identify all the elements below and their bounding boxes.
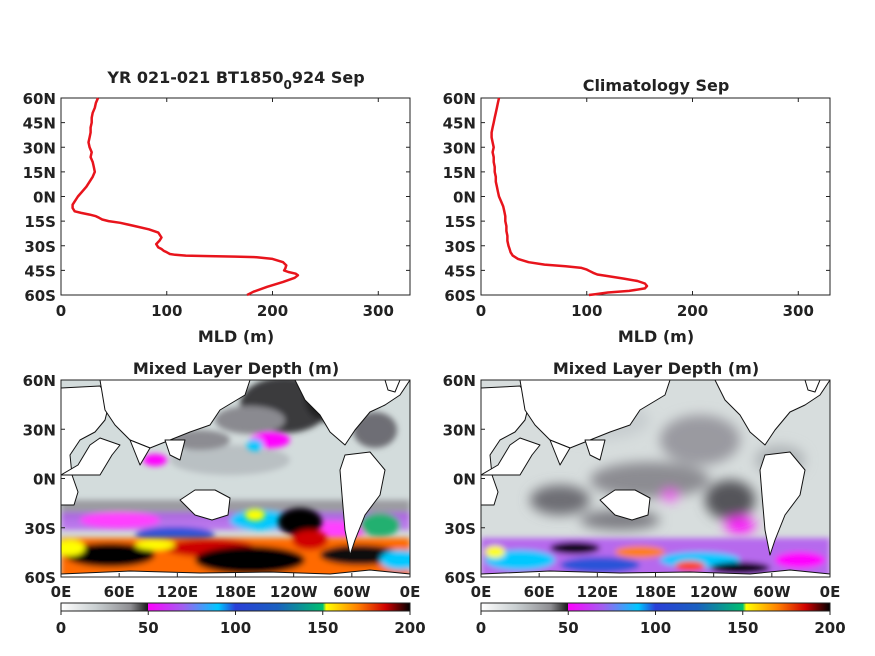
map-x-tick-label: 60E — [104, 583, 135, 601]
profile-left-title: YR 021-021 BT18500924 Sep — [106, 68, 364, 92]
map-y-tick-label: 30N — [23, 421, 56, 439]
map-y-tick-label: 60N — [443, 372, 476, 390]
map-y-tick-label: 30S — [444, 520, 476, 538]
map-left-field — [61, 380, 410, 577]
map-x-tick-label: 60W — [333, 583, 371, 601]
colorbar-tick-label: 150 — [307, 619, 338, 637]
y-tick-label: 60S — [444, 287, 476, 305]
map-right-field — [481, 380, 830, 577]
map-x-tick-label: 0E — [51, 583, 72, 601]
profile-panel-right: Climatology Sep 0 100 200 300 60N 45N 30N 15N 0N… — [443, 76, 831, 346]
map-x-tick-label: 120W — [690, 583, 738, 601]
y-tick-label: 45S — [444, 262, 476, 280]
y-tick-label: 45N — [23, 115, 56, 133]
map-right-title: Mixed Layer Depth (m) — [553, 359, 759, 378]
profile-left-axes — [60, 97, 411, 296]
profile-right-title: Climatology Sep — [583, 76, 730, 95]
map-left-title: Mixed Layer Depth (m) — [133, 359, 339, 378]
map-x-tick-label: 0E — [820, 583, 841, 601]
colorbar-tick-label: 0 — [476, 619, 486, 637]
colorbar-left-ticks: 0 50 100 150 200 — [56, 611, 426, 637]
map-x-tick-label: 60E — [524, 583, 555, 601]
map-y-tick-label: 0N — [33, 471, 56, 489]
x-tick-label: 0 — [476, 302, 486, 320]
colorbar-tick-label: 100 — [640, 619, 671, 637]
y-tick-label: 60S — [24, 287, 56, 305]
y-tick-label: 0N — [453, 189, 476, 207]
map-x-tick-label: 120W — [270, 583, 318, 601]
x-tick-label: 100 — [571, 302, 602, 320]
profile-left-xlabel: MLD (m) — [198, 327, 274, 346]
y-tick-label: 30S — [444, 238, 476, 256]
x-tick-label: 300 — [783, 302, 814, 320]
map-x-tick-label: 120E — [577, 583, 619, 601]
x-tick-label: 200 — [677, 302, 708, 320]
colorbar-tick-label: 0 — [56, 619, 66, 637]
map-y-tick-label: 30S — [24, 520, 56, 538]
map-panel-right: Mixed Layer Depth (m) — [443, 359, 841, 601]
x-tick-label: 300 — [363, 302, 394, 320]
map-x-tick-label: 120E — [157, 583, 199, 601]
colorbar-tick-label: 50 — [138, 619, 159, 637]
map-y-tick-label: 60S — [24, 569, 56, 587]
map-y-tick-label: 30N — [443, 421, 476, 439]
colorbar-right-bar — [480, 602, 831, 612]
x-tick-label: 0 — [56, 302, 66, 320]
profile-right-ticks: 0 100 200 300 60N 45N 30N 15N 0N 15S 30S 45S 60S — [443, 90, 830, 320]
profile-right-xlabel: MLD (m) — [618, 327, 694, 346]
map-x-tick-label: 60W — [753, 583, 791, 601]
map-y-tick-label: 60S — [444, 569, 476, 587]
x-tick-label: 100 — [151, 302, 182, 320]
y-tick-label: 15S — [24, 213, 56, 231]
profile-panel-left: YR 021-021 BT18500924 Sep 0 100 200 300 60N 4… — [23, 68, 411, 346]
colorbar-tick-label: 150 — [727, 619, 758, 637]
profile-left-ticks: 0 100 200 300 60N 45N 30N 15N 0N 15S 30S 45S 60S — [23, 90, 410, 320]
map-x-tick-label: 0E — [471, 583, 492, 601]
colorbar-left: 0 50 100 150 200 — [56, 602, 426, 637]
map-x-tick-label: 0E — [400, 583, 421, 601]
colorbar-right-ticks: 0 50 100 150 200 — [476, 611, 846, 637]
colorbar-tick-label: 100 — [220, 619, 251, 637]
x-tick-label: 200 — [257, 302, 288, 320]
y-tick-label: 15S — [444, 213, 476, 231]
profile-right-line — [490, 97, 649, 297]
y-tick-label: 60N — [443, 90, 476, 108]
map-x-tick-label: 180E — [215, 583, 257, 601]
y-tick-label: 60N — [23, 90, 56, 108]
map-y-tick-label: 0N — [453, 471, 476, 489]
map-y-tick-label: 60N — [23, 372, 56, 390]
map-panel-left: Mixed Layer Depth (m) — [23, 359, 421, 601]
colorbar-tick-label: 50 — [558, 619, 579, 637]
y-tick-label: 45S — [24, 262, 56, 280]
map-x-tick-label: 180E — [635, 583, 677, 601]
colorbar-left-bar — [60, 602, 411, 612]
colorbar-tick-label: 200 — [394, 619, 425, 637]
profile-right-axes — [480, 97, 831, 296]
y-tick-label: 30N — [23, 139, 56, 157]
y-tick-label: 0N — [33, 189, 56, 207]
colorbar-tick-label: 200 — [814, 619, 845, 637]
profile-left-line — [71, 97, 300, 297]
y-tick-label: 15N — [443, 164, 476, 182]
y-tick-label: 45N — [443, 115, 476, 133]
y-tick-label: 15N — [23, 164, 56, 182]
y-tick-label: 30S — [24, 238, 56, 256]
colorbar-right: 0 50 100 150 200 — [476, 602, 846, 637]
y-tick-label: 30N — [443, 139, 476, 157]
